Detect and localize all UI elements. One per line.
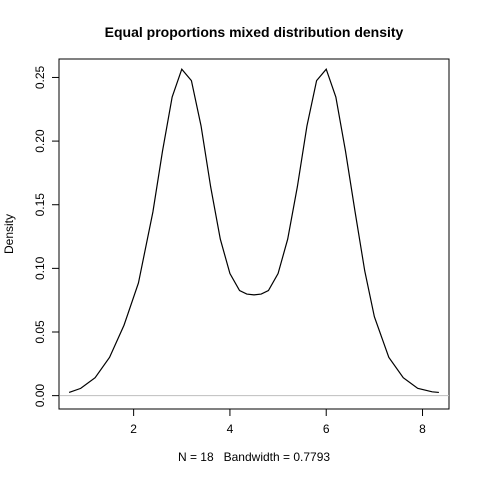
x-tick-label: 8: [419, 422, 426, 436]
y-axis-label: Density: [2, 214, 16, 254]
y-tick-label: 0.00: [33, 384, 47, 408]
y-tick-label: 0.25: [33, 65, 47, 89]
y-tick-label: 0.10: [33, 256, 47, 280]
x-tick-label: 2: [130, 422, 137, 436]
x-tick-label: 4: [227, 422, 234, 436]
y-tick-label: 0.05: [33, 320, 47, 344]
plot-frame: [58, 58, 450, 410]
y-axis: 0.00 0.05 0.10 0.15 0.20 0.25: [33, 65, 60, 408]
y-tick-label: 0.15: [33, 193, 47, 217]
density-curve: [68, 67, 439, 394]
x-axis: 2 4 6 8: [130, 408, 426, 436]
x-tick-label: 6: [323, 422, 330, 436]
x-axis-label: N = 18 Bandwidth = 0.7793: [178, 450, 330, 464]
chart-title: Equal proportions mixed distribution den…: [105, 24, 404, 40]
y-tick-label: 0.20: [33, 129, 47, 153]
